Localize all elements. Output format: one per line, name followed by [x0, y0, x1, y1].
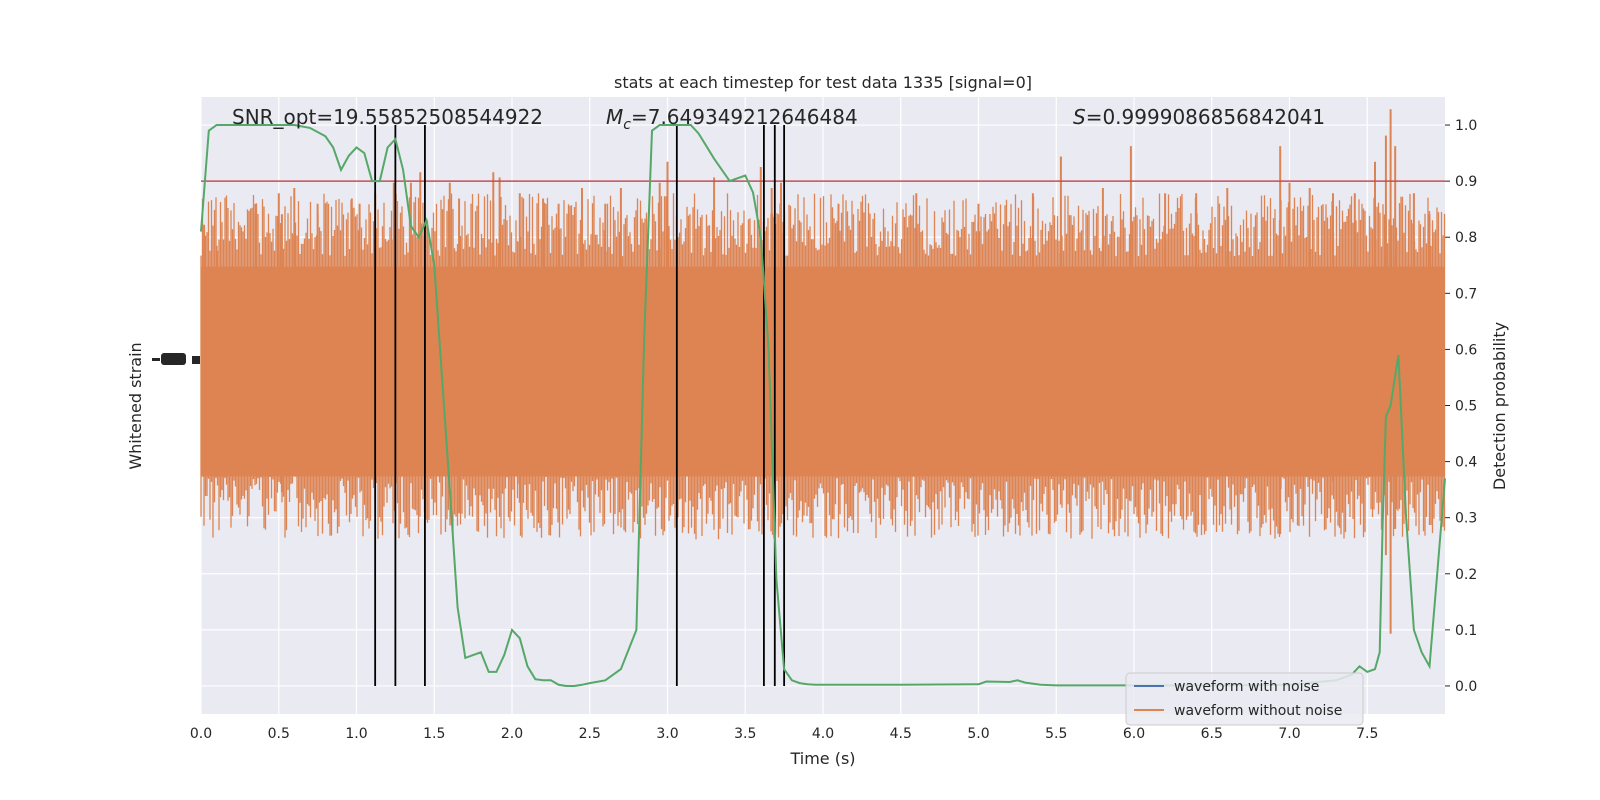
- chart-title: stats at each timestep for test data 133…: [614, 73, 1032, 92]
- right-tick-label: 0.1: [1455, 623, 1477, 639]
- left-tick-cluster: [152, 353, 200, 365]
- x-tick-label: 5.0: [967, 726, 989, 742]
- x-tick-label: 6.5: [1201, 726, 1223, 742]
- right-tick-label: 0.9: [1455, 174, 1477, 190]
- legend: waveform with noise waveform without noi…: [1125, 672, 1364, 726]
- right-tick-label: 0.6: [1455, 342, 1477, 358]
- snr-annotation: SNR_opt=19.55852508544922: [232, 105, 543, 129]
- right-axis-title: Detection probability: [1490, 322, 1509, 490]
- x-tick-label: 3.5: [734, 726, 756, 742]
- right-tick-label: 0.3: [1455, 511, 1477, 527]
- right-tick-label: 0.5: [1455, 399, 1477, 415]
- score-symbol: S: [1073, 105, 1086, 129]
- score-annotation: S=0.9999086856842041: [1073, 105, 1325, 129]
- legend-box: [1125, 672, 1364, 726]
- left-tick-glyph: [152, 358, 160, 361]
- right-tick-label: 0.8: [1455, 230, 1477, 246]
- x-tick-label: 4.0: [812, 726, 834, 742]
- x-tick-label: 3.0: [656, 726, 678, 742]
- x-tick-label: 2.0: [501, 726, 523, 742]
- chirp-mass-value: =7.649349212646484: [631, 105, 858, 129]
- legend-label-without-noise: waveform without noise: [1174, 703, 1342, 719]
- x-tick-label: 7.0: [1278, 726, 1300, 742]
- chirp-mass-subscript: c: [623, 117, 631, 133]
- x-tick-label: 0.5: [268, 726, 290, 742]
- legend-label-with-noise: waveform with noise: [1174, 679, 1319, 695]
- x-tick-label: 2.5: [579, 726, 601, 742]
- x-tick-label: 7.5: [1356, 726, 1378, 742]
- x-tick-label: 1.5: [423, 726, 445, 742]
- left-axis-title: Whitened strain: [126, 342, 145, 469]
- score-value: =0.9999086856842041: [1086, 105, 1325, 129]
- x-axis-title: Time (s): [789, 749, 855, 768]
- right-tick-label: 0.0: [1455, 679, 1477, 695]
- x-tick-label: 1.0: [345, 726, 367, 742]
- right-tick-label: 0.4: [1455, 455, 1477, 471]
- left-tick-glyph: [161, 353, 186, 365]
- x-tick-label: 0.0: [190, 726, 212, 742]
- x-tick-label: 6.0: [1123, 726, 1145, 742]
- left-tick-glyph: [192, 356, 200, 364]
- annotations: SNR_opt=19.55852508544922 Mc=7.649349212…: [232, 105, 1325, 133]
- right-tick-label: 0.7: [1455, 286, 1477, 302]
- right-tick-label: 1.0: [1455, 118, 1477, 134]
- waveform-spikes: [203, 109, 1431, 634]
- waveform-noise-fill: [200, 193, 1446, 540]
- chirp-mass-symbol: M: [606, 105, 623, 129]
- waveform-without-noise-series: [200, 109, 1446, 634]
- x-tick-label: 4.5: [890, 726, 912, 742]
- chirp-mass-annotation: Mc=7.649349212646484: [606, 105, 858, 133]
- right-tick-label: 0.2: [1455, 567, 1477, 583]
- x-tick-label: 5.5: [1045, 726, 1067, 742]
- plot-area: 0.0 0.5 1.0 1.5 2.0 2.5 3.0 3.5 4.0 4.5 5.0 5.5 6.0 6…: [190, 97, 1477, 742]
